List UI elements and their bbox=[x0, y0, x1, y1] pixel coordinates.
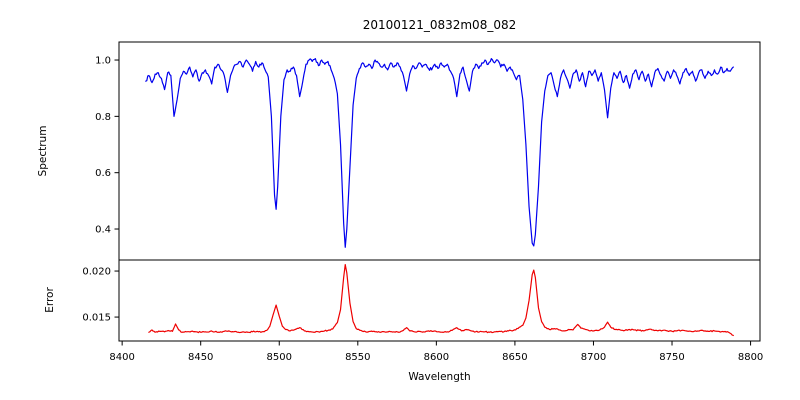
error-line bbox=[148, 264, 734, 337]
y-tick-label: 0.6 bbox=[95, 168, 111, 179]
y-tick-label: 0.015 bbox=[82, 313, 111, 324]
y-tick-label: 1.0 bbox=[95, 56, 111, 67]
x-tick-label: 8600 bbox=[424, 352, 449, 363]
y-tick-label: 0.4 bbox=[95, 225, 111, 236]
panel-spectrum-frame bbox=[118, 41, 761, 261]
x-tick-label: 8450 bbox=[188, 352, 213, 363]
y-axis-label-spectrum: Spectrum bbox=[37, 126, 49, 177]
x-tick-label: 8700 bbox=[581, 352, 606, 363]
y-tick-label: 0.8 bbox=[95, 112, 111, 123]
spectrum-line bbox=[145, 58, 734, 248]
x-tick-label: 8750 bbox=[659, 352, 684, 363]
x-tick-label: 8500 bbox=[267, 352, 292, 363]
panel-error-frame bbox=[118, 259, 761, 342]
x-tick-label: 8400 bbox=[109, 352, 134, 363]
x-tick-label: 8800 bbox=[738, 352, 763, 363]
plot-area: 0.4 0.6 0.8 1.0 0.015 0.020 8400 8450 8500 8550 86… bbox=[82, 41, 763, 363]
y-axis-label-error: Error bbox=[44, 287, 56, 313]
chart-title: 20100121_0832m08_082 bbox=[363, 18, 516, 32]
x-tick-label: 8650 bbox=[502, 352, 527, 363]
y-tick-label: 0.020 bbox=[82, 267, 111, 278]
x-axis-label: Wavelength bbox=[408, 371, 470, 383]
x-tick-label: 8550 bbox=[345, 352, 370, 363]
